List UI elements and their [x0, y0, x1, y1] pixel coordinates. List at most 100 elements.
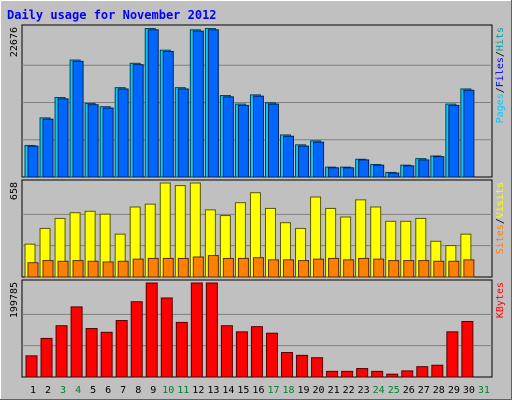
x-tick-label: 4 [75, 385, 81, 396]
legend-entry: Sites [495, 224, 506, 254]
legend-entry: / [495, 51, 506, 57]
bar-kbytes-day-4 [70, 306, 83, 378]
bar-kbytes-day-29 [446, 331, 459, 378]
x-tick-label: 9 [150, 385, 156, 396]
bar-sites-day-23 [358, 257, 370, 278]
x-tick-label: 22 [343, 385, 355, 396]
bar-files-day-19 [298, 145, 310, 178]
x-tick-label: 23 [358, 385, 370, 396]
bar-files-day-30 [463, 89, 475, 178]
bar-files-day-18 [283, 135, 295, 178]
bar-kbytes-day-26 [401, 370, 414, 378]
bar-kbytes-day-3 [55, 325, 68, 378]
bar-files-day-17 [267, 103, 279, 178]
bar-sites-day-28 [433, 260, 445, 278]
bar-files-day-8 [132, 64, 144, 178]
x-tick-label: 10 [162, 385, 174, 396]
bar-sites-day-11 [177, 257, 189, 278]
bar-sites-day-5 [87, 260, 99, 278]
bar-kbytes-day-19 [296, 354, 309, 378]
x-tick-label: 24 [373, 385, 385, 396]
bar-kbytes-day-11 [175, 321, 188, 378]
y-max-label: 199785 [9, 282, 20, 318]
bar-kbytes-day-6 [100, 331, 113, 378]
x-tick-label: 28 [433, 385, 445, 396]
x-tick-label: 27 [418, 385, 430, 396]
bar-files-day-27 [418, 159, 430, 178]
bar-kbytes-day-24 [371, 370, 384, 378]
bar-sites-day-9 [147, 257, 159, 278]
bar-sites-day-24 [373, 258, 385, 278]
bar-sites-day-16 [252, 257, 264, 278]
x-tick-label: 26 [403, 385, 415, 396]
x-tick-label: 6 [105, 385, 111, 396]
bar-kbytes-day-10 [160, 297, 173, 378]
bar-kbytes-day-2 [40, 337, 53, 378]
x-tick-label: 29 [448, 385, 460, 396]
legend-bottom: KBytes [495, 282, 506, 318]
x-tick-label: 18 [282, 385, 294, 396]
bar-sites-day-7 [117, 260, 129, 278]
bar-sites-day-13 [207, 255, 219, 278]
bar-files-day-29 [448, 104, 460, 178]
x-tick-label: 17 [267, 385, 279, 396]
legend-middle: Sites/Visits [495, 182, 506, 254]
bar-files-day-26 [403, 165, 415, 178]
bar-sites-day-15 [237, 257, 249, 278]
bar-kbytes-day-9 [145, 282, 158, 378]
bar-files-day-10 [162, 50, 174, 178]
bar-sites-day-20 [313, 258, 325, 278]
bar-files-day-2 [42, 118, 54, 178]
x-tick-label: 13 [207, 385, 219, 396]
legend-top: Pages/Files/Hits [495, 27, 506, 123]
x-tick-label: 19 [298, 385, 310, 396]
bar-files-day-11 [177, 88, 189, 178]
bar-sites-day-19 [298, 260, 310, 278]
bar-files-day-22 [343, 167, 355, 178]
bar-kbytes-day-1 [25, 355, 38, 378]
bar-kbytes-day-13 [205, 282, 218, 378]
x-tick-label: 2 [45, 385, 51, 396]
bar-sites-day-6 [102, 261, 114, 278]
bar-kbytes-day-20 [311, 357, 324, 378]
chart-title: Daily usage for November 2012 [7, 8, 217, 22]
bar-files-day-16 [252, 95, 264, 178]
bar-files-day-20 [313, 141, 325, 178]
bar-files-day-5 [87, 104, 99, 178]
x-tick-label: 15 [237, 385, 249, 396]
bar-sites-day-17 [267, 259, 279, 278]
bar-files-day-9 [147, 29, 159, 178]
bar-kbytes-day-5 [85, 328, 98, 378]
legend-entry: / [495, 87, 506, 93]
x-tick-label: 3 [60, 385, 66, 396]
bar-kbytes-day-17 [265, 332, 278, 378]
bar-sites-day-27 [418, 260, 430, 278]
bar-files-day-28 [433, 156, 445, 178]
bar-kbytes-day-28 [431, 364, 444, 378]
bar-sites-day-8 [132, 258, 144, 278]
bar-sites-day-25 [388, 260, 400, 278]
bar-kbytes-day-14 [220, 325, 233, 378]
bar-kbytes-day-7 [115, 320, 128, 378]
panel-bottom: 199785 KBytes [9, 279, 506, 378]
bar-kbytes-day-16 [250, 326, 263, 378]
bar-files-day-24 [373, 164, 385, 178]
x-tick-label: 30 [463, 385, 475, 396]
bar-kbytes-day-21 [326, 370, 339, 378]
legend-entry: Pages [495, 93, 506, 123]
legend-entry: Visits [495, 182, 506, 218]
legend-entry: Hits [495, 27, 506, 51]
bar-files-day-14 [222, 96, 234, 178]
bar-sites-day-4 [72, 260, 84, 278]
x-tick-label: 25 [388, 385, 400, 396]
bar-kbytes-day-15 [235, 331, 248, 378]
x-tick-label: 20 [313, 385, 325, 396]
x-tick-label: 7 [120, 385, 126, 396]
y-max-label: 658 [9, 182, 20, 200]
bar-sites-day-30 [463, 259, 475, 278]
bar-sites-day-1 [27, 262, 39, 278]
bar-files-day-1 [27, 145, 39, 178]
legend-entry: / [495, 218, 506, 224]
